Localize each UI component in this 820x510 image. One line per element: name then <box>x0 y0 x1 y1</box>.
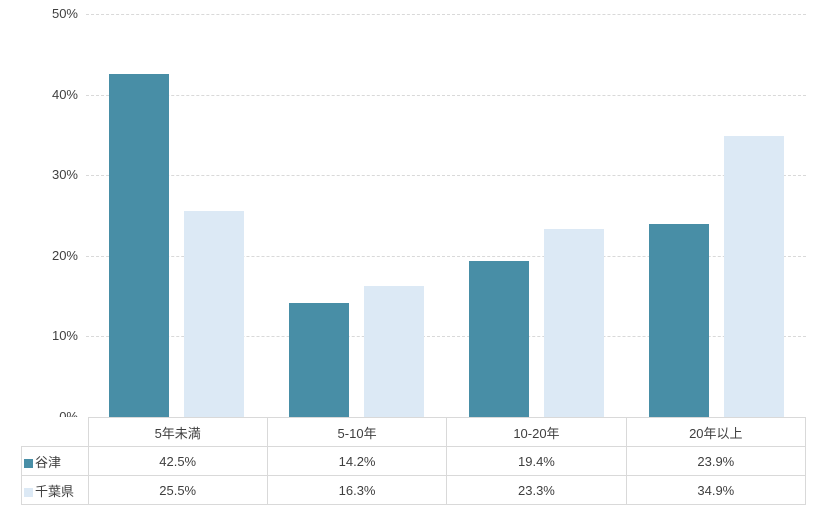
table-corner-cell <box>22 418 89 447</box>
gridline <box>86 255 806 257</box>
y-axis-tick-label: 40% <box>51 86 78 102</box>
y-axis-tick-label: 50% <box>51 6 78 21</box>
legend-swatch-icon <box>24 458 33 468</box>
bar-group-4 <box>626 14 806 417</box>
series-name-label: 千葉県 <box>35 483 75 499</box>
data-table: 5年未満 5-10年 10-20年 20年以上 谷津 42.5% 14.2% 19.4% 23… <box>21 417 807 505</box>
category-header-row: 5年未満 5-10年 10-20年 20年以上 <box>22 417 807 447</box>
plot-area <box>86 14 806 418</box>
legend-swatch-icon <box>24 487 33 497</box>
value-cell: 42.5% <box>87 446 268 476</box>
y-axis-tick-label: 30% <box>51 167 78 183</box>
bar-谷津-10-20年 <box>468 260 529 417</box>
series-name-label: 谷津 <box>35 454 62 470</box>
gridline <box>86 336 806 338</box>
bar-千葉県-20年以上 <box>723 135 784 417</box>
category-header-cell: 5年未満 <box>87 417 268 447</box>
bar-group-1 <box>86 14 266 417</box>
value-cell: 19.4% <box>446 446 627 476</box>
category-header-cell: 5-10年 <box>266 417 448 447</box>
table-row: 千葉県 25.5% 16.3% 23.3% 34.9% <box>21 475 807 505</box>
data-table-head: 5年未満 5-10年 10-20年 20年以上 <box>22 417 807 447</box>
bar-千葉県-5年未満 <box>183 211 244 417</box>
gridline <box>86 14 806 15</box>
bar-千葉県-5-10年 <box>363 285 424 417</box>
y-axis-tick-label: 10% <box>51 328 78 344</box>
value-cell: 23.3% <box>446 475 627 505</box>
value-cell: 23.9% <box>625 446 807 476</box>
gridline <box>86 175 806 177</box>
gridline <box>86 94 806 96</box>
bar-谷津-20年以上 <box>648 224 709 417</box>
value-cell: 16.3% <box>266 475 448 505</box>
bar-谷津-5-10年 <box>288 302 349 417</box>
value-cell: 34.9% <box>625 475 807 505</box>
bar-group-3 <box>446 14 626 417</box>
value-cell: 14.2% <box>266 446 448 476</box>
y-axis-tick-label: 20% <box>51 247 78 263</box>
bar-group-2 <box>266 14 446 417</box>
table-row: 谷津 42.5% 14.2% 19.4% 23.9% <box>21 446 807 476</box>
series-row-header: 谷津 <box>21 446 89 476</box>
bar-千葉県-10-20年 <box>543 229 604 417</box>
category-header-cell: 10-20年 <box>446 417 627 447</box>
data-table-body: 谷津 42.5% 14.2% 19.4% 23.9% 千葉県 25.5% 16.3% 23.3%… <box>21 446 807 505</box>
category-header-cell: 20年以上 <box>625 417 807 447</box>
bar-谷津-5年未満 <box>108 74 169 417</box>
series-row-header: 千葉県 <box>21 475 89 505</box>
value-cell: 25.5% <box>87 475 268 505</box>
